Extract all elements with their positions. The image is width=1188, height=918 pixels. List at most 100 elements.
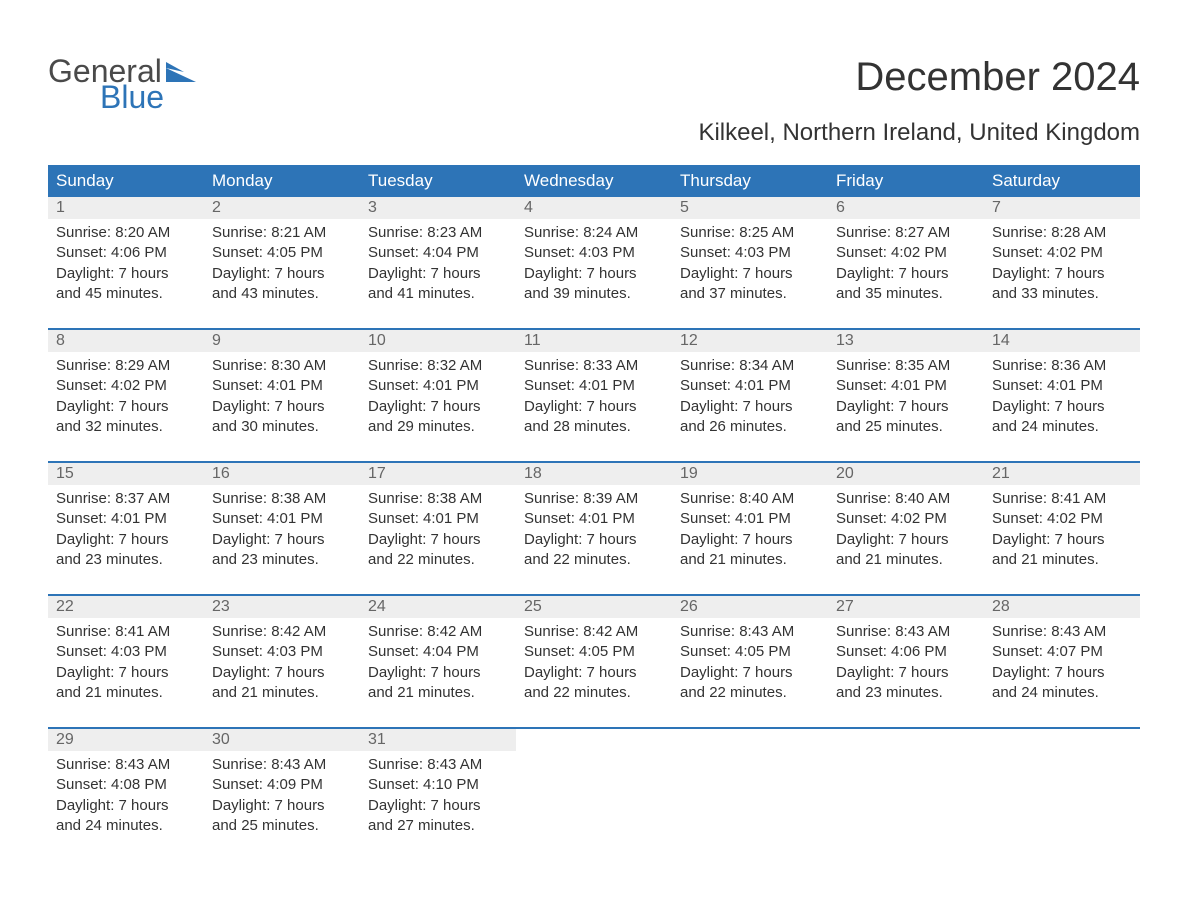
sunset-line: Sunset: 4:02 PM xyxy=(56,376,196,396)
weekday-sunday: Sunday xyxy=(48,165,204,197)
week-daynum-row: 293031 xyxy=(48,728,1140,751)
day-details: Sunrise: 8:30 AMSunset: 4:01 PMDaylight:… xyxy=(204,352,360,461)
day-details: Sunrise: 8:25 AMSunset: 4:03 PMDaylight:… xyxy=(672,219,828,328)
day-details: Sunrise: 8:27 AMSunset: 4:02 PMDaylight:… xyxy=(828,219,984,328)
day-number: 26 xyxy=(672,596,828,618)
sunset-line: Sunset: 4:01 PM xyxy=(212,376,352,396)
sunset-line: Sunset: 4:05 PM xyxy=(680,642,820,662)
day-number: 14 xyxy=(984,330,1140,352)
daylight-line-1: Daylight: 7 hours xyxy=(680,530,820,550)
daylight-line-2: and 27 minutes. xyxy=(368,816,508,836)
day-number: 15 xyxy=(48,463,204,485)
sunset-line: Sunset: 4:01 PM xyxy=(680,376,820,396)
logo: General Blue xyxy=(48,55,196,113)
sunset-line: Sunset: 4:01 PM xyxy=(836,376,976,396)
day-number: 30 xyxy=(204,729,360,751)
daylight-line-1: Daylight: 7 hours xyxy=(680,264,820,284)
week-body-row: Sunrise: 8:20 AMSunset: 4:06 PMDaylight:… xyxy=(48,219,1140,329)
day-number: 22 xyxy=(48,596,204,618)
day-number: 21 xyxy=(984,463,1140,485)
daylight-line-2: and 23 minutes. xyxy=(56,550,196,570)
daylight-line-2: and 21 minutes. xyxy=(836,550,976,570)
daylight-line-1: Daylight: 7 hours xyxy=(56,264,196,284)
daylight-line-1: Daylight: 7 hours xyxy=(836,663,976,683)
day-number: 18 xyxy=(516,463,672,485)
day-number: 3 xyxy=(360,197,516,219)
sunset-line: Sunset: 4:01 PM xyxy=(368,509,508,529)
day-number: 28 xyxy=(984,596,1140,618)
daylight-line-1: Daylight: 7 hours xyxy=(368,264,508,284)
day-details: Sunrise: 8:43 AMSunset: 4:06 PMDaylight:… xyxy=(828,618,984,727)
sunset-line: Sunset: 4:09 PM xyxy=(212,775,352,795)
day-details: Sunrise: 8:36 AMSunset: 4:01 PMDaylight:… xyxy=(984,352,1140,461)
sunrise-line: Sunrise: 8:35 AM xyxy=(836,356,976,376)
sunset-line: Sunset: 4:05 PM xyxy=(212,243,352,263)
day-details: Sunrise: 8:24 AMSunset: 4:03 PMDaylight:… xyxy=(516,219,672,328)
day-details: Sunrise: 8:43 AMSunset: 4:10 PMDaylight:… xyxy=(360,751,516,860)
day-number: 25 xyxy=(516,596,672,618)
sunset-line: Sunset: 4:01 PM xyxy=(992,376,1132,396)
daylight-line-1: Daylight: 7 hours xyxy=(56,530,196,550)
daylight-line-1: Daylight: 7 hours xyxy=(524,530,664,550)
weekday-friday: Friday xyxy=(828,165,984,197)
sunrise-line: Sunrise: 8:25 AM xyxy=(680,223,820,243)
day-details: Sunrise: 8:42 AMSunset: 4:04 PMDaylight:… xyxy=(360,618,516,727)
daylight-line-2: and 39 minutes. xyxy=(524,284,664,304)
daylight-line-1: Daylight: 7 hours xyxy=(680,397,820,417)
daylight-line-2: and 30 minutes. xyxy=(212,417,352,437)
daylight-line-1: Daylight: 7 hours xyxy=(992,397,1132,417)
day-number: 16 xyxy=(204,463,360,485)
day-number: 17 xyxy=(360,463,516,485)
day-details: Sunrise: 8:39 AMSunset: 4:01 PMDaylight:… xyxy=(516,485,672,594)
daylight-line-1: Daylight: 7 hours xyxy=(368,397,508,417)
daylight-line-2: and 29 minutes. xyxy=(368,417,508,437)
sunrise-line: Sunrise: 8:21 AM xyxy=(212,223,352,243)
sunrise-line: Sunrise: 8:28 AM xyxy=(992,223,1132,243)
location-text: Kilkeel, Northern Ireland, United Kingdo… xyxy=(48,119,1140,147)
weekday-monday: Monday xyxy=(204,165,360,197)
day-details: Sunrise: 8:40 AMSunset: 4:02 PMDaylight:… xyxy=(828,485,984,594)
sunrise-line: Sunrise: 8:43 AM xyxy=(56,755,196,775)
day-number: 2 xyxy=(204,197,360,219)
sunrise-line: Sunrise: 8:38 AM xyxy=(368,489,508,509)
weekday-header-row: Sunday Monday Tuesday Wednesday Thursday… xyxy=(48,165,1140,197)
daylight-line-1: Daylight: 7 hours xyxy=(836,264,976,284)
day-details: Sunrise: 8:41 AMSunset: 4:03 PMDaylight:… xyxy=(48,618,204,727)
daylight-line-1: Daylight: 7 hours xyxy=(992,264,1132,284)
day-number: 8 xyxy=(48,330,204,352)
sunrise-line: Sunrise: 8:23 AM xyxy=(368,223,508,243)
week-body-row: Sunrise: 8:41 AMSunset: 4:03 PMDaylight:… xyxy=(48,618,1140,728)
daylight-line-2: and 33 minutes. xyxy=(992,284,1132,304)
daylight-line-1: Daylight: 7 hours xyxy=(524,397,664,417)
sunset-line: Sunset: 4:01 PM xyxy=(680,509,820,529)
day-number: 1 xyxy=(48,197,204,219)
sunset-line: Sunset: 4:10 PM xyxy=(368,775,508,795)
daylight-line-1: Daylight: 7 hours xyxy=(680,663,820,683)
day-number: 6 xyxy=(828,197,984,219)
sunset-line: Sunset: 4:03 PM xyxy=(56,642,196,662)
day-details: Sunrise: 8:41 AMSunset: 4:02 PMDaylight:… xyxy=(984,485,1140,594)
daylight-line-2: and 22 minutes. xyxy=(368,550,508,570)
day-number: 29 xyxy=(48,729,204,751)
sunrise-line: Sunrise: 8:43 AM xyxy=(992,622,1132,642)
sunrise-line: Sunrise: 8:42 AM xyxy=(212,622,352,642)
daylight-line-1: Daylight: 7 hours xyxy=(836,397,976,417)
daylight-line-2: and 22 minutes. xyxy=(680,683,820,703)
sunset-line: Sunset: 4:01 PM xyxy=(56,509,196,529)
daylight-line-1: Daylight: 7 hours xyxy=(212,264,352,284)
sunrise-line: Sunrise: 8:34 AM xyxy=(680,356,820,376)
daylight-line-2: and 24 minutes. xyxy=(992,683,1132,703)
sunrise-line: Sunrise: 8:43 AM xyxy=(836,622,976,642)
day-details: Sunrise: 8:43 AMSunset: 4:05 PMDaylight:… xyxy=(672,618,828,727)
sunrise-line: Sunrise: 8:42 AM xyxy=(524,622,664,642)
daylight-line-1: Daylight: 7 hours xyxy=(836,530,976,550)
day-details: Sunrise: 8:40 AMSunset: 4:01 PMDaylight:… xyxy=(672,485,828,594)
day-details: Sunrise: 8:37 AMSunset: 4:01 PMDaylight:… xyxy=(48,485,204,594)
daylight-line-2: and 21 minutes. xyxy=(212,683,352,703)
day-number: 19 xyxy=(672,463,828,485)
day-number: 31 xyxy=(360,729,516,751)
sunset-line: Sunset: 4:01 PM xyxy=(524,509,664,529)
day-details: Sunrise: 8:23 AMSunset: 4:04 PMDaylight:… xyxy=(360,219,516,328)
day-details: Sunrise: 8:38 AMSunset: 4:01 PMDaylight:… xyxy=(204,485,360,594)
daylight-line-2: and 45 minutes. xyxy=(56,284,196,304)
